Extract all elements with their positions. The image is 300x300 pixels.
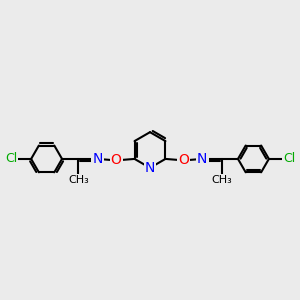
Text: N: N (197, 152, 208, 166)
Text: Cl: Cl (5, 152, 17, 165)
Text: CH₃: CH₃ (68, 175, 89, 185)
Text: O: O (178, 153, 189, 167)
Text: CH₃: CH₃ (211, 175, 232, 185)
Text: N: N (145, 161, 155, 175)
Text: Cl: Cl (283, 152, 295, 165)
Text: O: O (111, 153, 122, 167)
Text: N: N (92, 152, 103, 166)
